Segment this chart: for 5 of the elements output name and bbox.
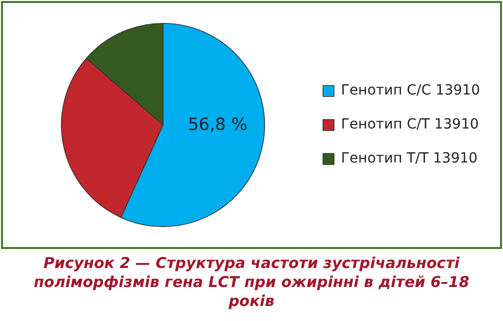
data-label: 56,8 % bbox=[188, 115, 248, 136]
legend-label: Генотип T/T 13910 bbox=[341, 150, 478, 167]
legend-label: Генотип C/T 13910 bbox=[341, 116, 479, 133]
legend-label: Генотип C/C 13910 bbox=[341, 82, 480, 99]
text: Рисунок 2 — Структура частоти зустрічальності поліморфізмів гена LCT при ожирінні в дітей 6–18 років bbox=[32, 254, 470, 311]
